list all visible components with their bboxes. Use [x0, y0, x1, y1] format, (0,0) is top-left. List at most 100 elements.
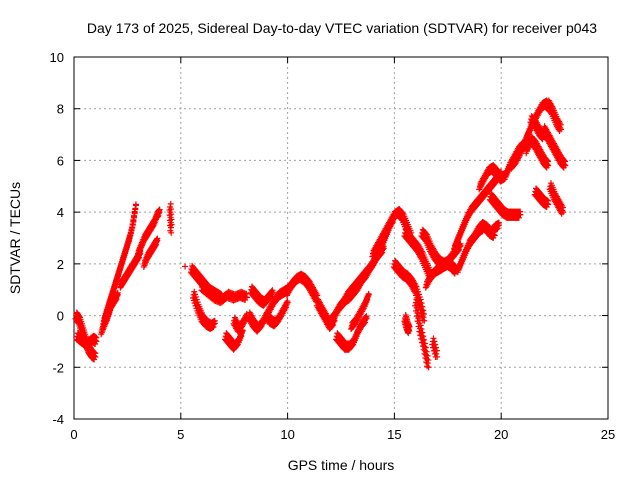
x-tick-label: 15	[387, 427, 401, 442]
data-point	[362, 319, 369, 326]
data-point	[515, 214, 522, 221]
data-point	[430, 335, 437, 342]
data-point	[114, 291, 121, 298]
x-tick-label: 25	[601, 427, 615, 442]
data-point	[380, 245, 387, 252]
data-point	[132, 201, 139, 208]
data-point	[156, 209, 163, 216]
data-point	[168, 216, 175, 223]
data-point	[267, 294, 274, 301]
data-point	[425, 364, 432, 371]
data-point	[168, 221, 175, 228]
data-point	[561, 161, 568, 168]
data-points	[72, 97, 569, 371]
data-point	[364, 297, 371, 304]
data-point	[362, 316, 369, 323]
y-tick-label: 8	[57, 102, 64, 117]
data-point	[211, 320, 218, 327]
data-point	[167, 200, 174, 207]
data-point	[496, 222, 503, 229]
data-point	[155, 212, 162, 219]
data-point	[167, 224, 174, 231]
data-point	[434, 353, 441, 360]
y-tick-label: 4	[57, 205, 64, 220]
y-tick-labels: -4 -2 0 2 4 6 8 10	[50, 50, 64, 427]
data-point	[379, 246, 386, 253]
data-point	[361, 320, 368, 327]
data-point	[433, 350, 440, 357]
data-point	[545, 201, 552, 208]
data-point	[114, 292, 121, 299]
data-point	[417, 322, 424, 329]
data-point	[433, 344, 440, 351]
x-tick-label: 0	[70, 427, 77, 442]
y-tick-label: -4	[52, 412, 64, 427]
data-point	[92, 353, 99, 360]
data-point	[416, 317, 423, 324]
data-point	[422, 344, 429, 351]
data-point	[168, 211, 175, 218]
data-point	[425, 357, 432, 364]
data-point	[540, 134, 547, 141]
data-point	[415, 306, 422, 313]
data-point	[152, 242, 159, 249]
data-point	[494, 225, 501, 232]
plot-frame	[73, 56, 609, 420]
data-point	[418, 300, 425, 307]
data-point	[545, 162, 552, 169]
data-point	[431, 338, 438, 345]
data-point	[243, 290, 250, 297]
data-point	[132, 205, 139, 212]
data-point	[423, 356, 430, 363]
data-point	[421, 311, 428, 318]
data-point	[182, 263, 189, 270]
data-point	[233, 342, 240, 349]
data-point	[424, 360, 431, 367]
data-point	[153, 238, 160, 245]
data-point	[414, 301, 421, 308]
data-point	[284, 299, 291, 306]
data-point	[423, 351, 430, 358]
data-point	[268, 290, 275, 297]
data-point	[131, 212, 138, 219]
data-point	[153, 241, 160, 248]
x-tick-label: 20	[494, 427, 508, 442]
data-point	[129, 221, 136, 228]
data-point	[517, 211, 524, 218]
data-point	[560, 209, 567, 216]
data-point	[562, 162, 569, 169]
data-point	[413, 296, 420, 303]
data-point	[268, 293, 275, 300]
data-point	[418, 326, 425, 333]
y-axis-label: SDTVAR / TECUs	[7, 182, 23, 294]
x-tick-label: 5	[177, 427, 184, 442]
grid-lines	[74, 57, 608, 419]
data-point	[244, 294, 251, 301]
data-point	[406, 328, 413, 335]
y-tick-label: 0	[57, 309, 64, 324]
data-point	[379, 249, 386, 256]
data-point	[154, 237, 161, 244]
data-point	[283, 304, 290, 311]
data-point	[269, 289, 276, 296]
data-point	[167, 206, 174, 213]
data-point	[349, 342, 356, 349]
y-tick-label: 6	[57, 153, 64, 168]
x-tick-label: 10	[280, 427, 294, 442]
data-point	[112, 297, 119, 304]
data-point	[419, 303, 426, 310]
data-point	[433, 347, 440, 354]
data-point	[420, 307, 427, 314]
data-point	[421, 340, 428, 347]
y-tick-label: -2	[52, 360, 64, 375]
data-point	[93, 338, 100, 345]
data-point	[558, 126, 565, 133]
data-point	[238, 333, 245, 340]
data-point	[168, 229, 175, 236]
tick-marks	[73, 56, 609, 420]
data-point	[365, 291, 372, 298]
data-point	[378, 250, 385, 257]
data-point	[420, 314, 427, 321]
x-axis-label: GPS time / hours	[288, 457, 395, 473]
